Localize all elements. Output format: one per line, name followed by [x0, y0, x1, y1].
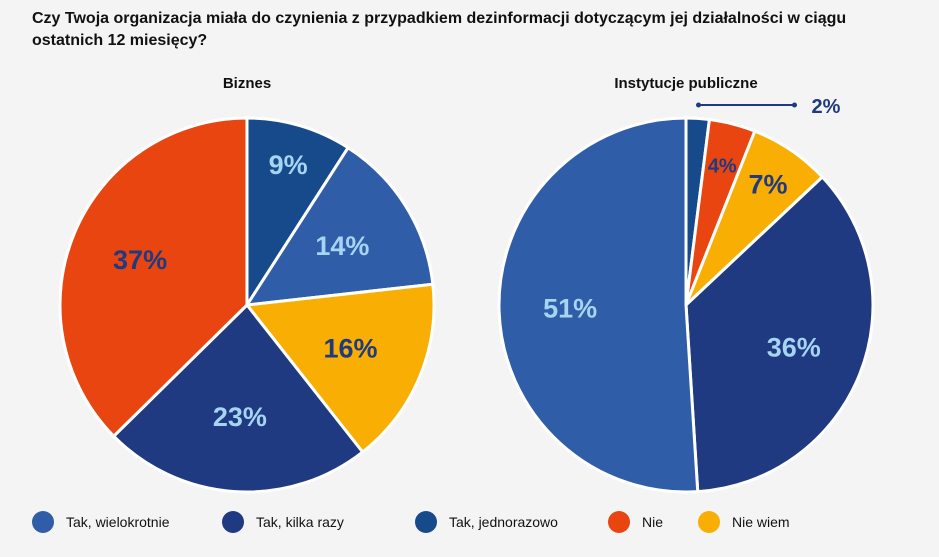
legend-label: Tak, jednorazowo — [449, 514, 558, 530]
pie-slice — [111, 302, 365, 494]
legend-item-kilka-razy: Tak, kilka razy — [222, 511, 344, 533]
pie-slice — [497, 116, 700, 494]
legend-swatch — [608, 511, 630, 533]
pie-title-instytucje: Instytucje publiczne — [614, 75, 758, 92]
legend-label: Tak, kilka razy — [256, 514, 344, 530]
legend-label: Nie — [642, 514, 664, 530]
pie-title-biznes: Biznes — [222, 75, 272, 92]
chart-title: Czy Twoja organizacja miała do czynienia… — [32, 10, 847, 49]
leader-dot — [791, 102, 797, 108]
legend-item-wielokrotnie: Tak, wielokrotnie — [32, 511, 170, 533]
data-label: 14% — [315, 231, 369, 261]
legend-swatch — [222, 511, 244, 533]
pie-slice — [684, 174, 875, 494]
data-label: 16% — [323, 333, 377, 363]
pie-slice — [58, 116, 249, 439]
legend-label: Nie wiem — [732, 514, 790, 530]
legend-swatch — [415, 511, 437, 533]
legend-item-jednorazowo: Tak, jednorazowo — [415, 511, 558, 533]
data-label: 36% — [767, 333, 821, 363]
legend-swatch — [32, 511, 54, 533]
legend-label: Tak, wielokrotnie — [66, 514, 170, 530]
leader-dot — [695, 102, 701, 108]
data-label: 9% — [269, 150, 308, 180]
pie-slice — [244, 282, 436, 455]
data-label: 7% — [748, 169, 787, 199]
pie-slice — [244, 145, 435, 307]
data-label: 2% — [811, 96, 840, 118]
legend-swatch — [698, 511, 720, 533]
pie-slice — [245, 116, 351, 311]
data-label: 23% — [213, 402, 267, 432]
data-label: 51% — [543, 294, 597, 324]
legend-item-nie: Nie — [608, 511, 663, 533]
legend-item-nie-wiem: Nie wiem — [698, 511, 790, 533]
data-label: 4% — [708, 156, 737, 178]
data-label: 37% — [113, 245, 167, 275]
